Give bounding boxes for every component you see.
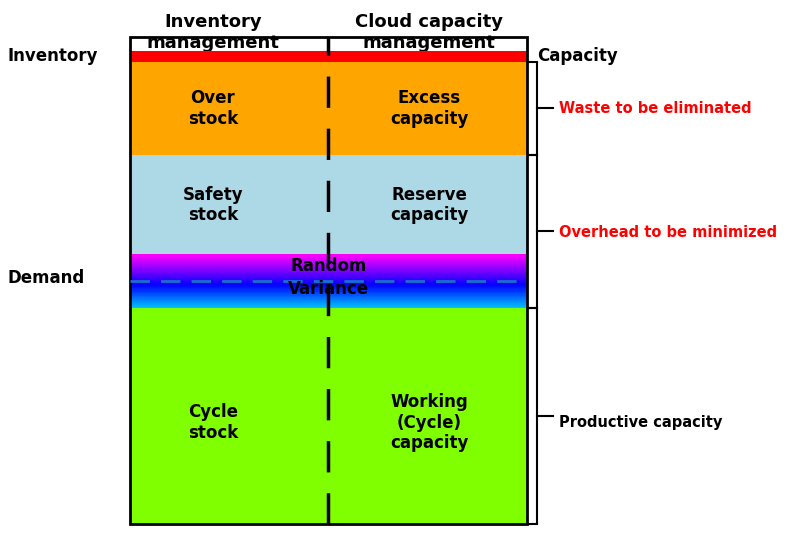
- Text: Overhead to be minimized: Overhead to be minimized: [559, 225, 777, 240]
- Bar: [130, 37, 526, 524]
- Text: Demand: Demand: [7, 269, 85, 287]
- Text: Variance: Variance: [288, 280, 369, 298]
- Text: Inventory
management: Inventory management: [146, 13, 279, 52]
- Bar: [130, 51, 526, 62]
- Bar: [130, 308, 526, 524]
- Bar: [130, 62, 526, 155]
- Text: Productive capacity: Productive capacity: [559, 415, 722, 430]
- Text: Over
stock: Over stock: [188, 89, 238, 128]
- Text: Waste to be eliminated: Waste to be eliminated: [559, 101, 752, 116]
- Text: Inventory: Inventory: [7, 47, 98, 65]
- Text: Working
(Cycle)
capacity: Working (Cycle) capacity: [390, 393, 469, 453]
- Text: Reserve
capacity: Reserve capacity: [390, 186, 469, 224]
- Bar: [130, 155, 526, 254]
- Text: Cycle
stock: Cycle stock: [188, 403, 238, 442]
- Text: Random: Random: [290, 257, 366, 275]
- Text: Capacity: Capacity: [538, 47, 618, 65]
- Text: Cloud capacity
management: Cloud capacity management: [355, 13, 503, 52]
- Text: Excess
capacity: Excess capacity: [390, 89, 469, 128]
- Text: Safety
stock: Safety stock: [182, 186, 243, 224]
